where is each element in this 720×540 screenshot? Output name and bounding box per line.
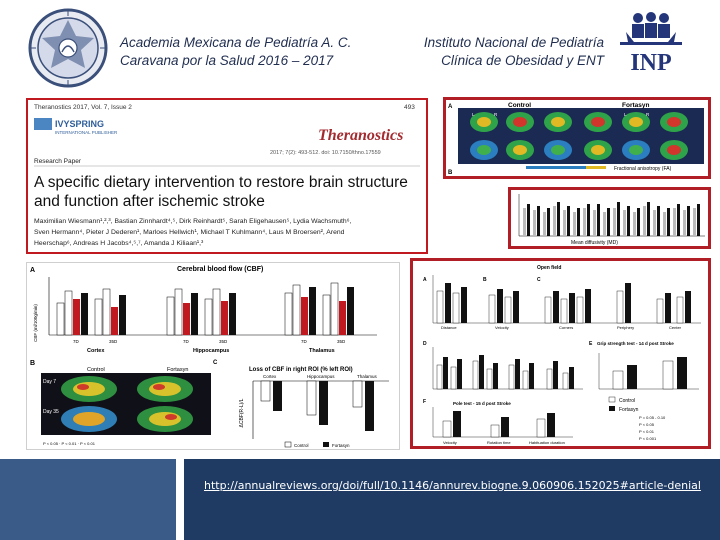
beh-panel-c: C [537,277,541,283]
header-left: Academia Mexicana de Pediatría A. C. Car… [120,34,351,70]
cbf-tp-3: 35D [219,339,228,344]
cbf-control-label: Control [87,367,105,373]
mri-fa-figure: A Control Fortasyn 7D 35D L R L R B Frac… [443,97,711,179]
journal-line: Theranostics 2017, Vol. 7, Issue 2 [34,104,132,111]
footer-left-block [0,459,176,540]
authors-line1: Maximilian Wiesmann¹,²,³, Bastian Zinnha… [34,218,351,225]
beh-row1-label-4: Center [669,325,682,330]
beh-panel-d: D [423,341,427,347]
cbf-tp-0: 7D [73,339,80,344]
loss-legend-control: Control [294,443,309,448]
beh-row1-label-0: Distance [441,325,457,330]
mri-lr-2: L [624,112,627,117]
md-xlabel: Mean diffusivity (MD) [571,240,618,246]
beh-sig-4: P < 0.001 [639,436,657,441]
clinic-name: Clínica de Obesidad y ENT [441,53,604,68]
cbf-panel-b: B [30,360,35,367]
behavior-figure: A B C Open field Distance Velocity Corne… [410,258,711,449]
cbf-title: Cerebral blood flow (CBF) [177,266,263,273]
article-type: Research Paper [34,158,82,165]
md-bar-figure: Mean diffusivity (MD) [508,187,711,249]
academia-emblem [26,6,110,90]
beh-panel-f: F [423,399,426,405]
program-name: Caravana por la Salud 2016 – 2017 [120,53,334,68]
cbf-ylabel: CBF (ml/100g/min) [33,304,38,342]
beh-legend-fortasyn: Fortasyn [619,407,639,413]
beh-sig-3: P < 0.01 [639,429,655,434]
footer-bar: http://annualreviews.org/doi/full/10.114… [0,459,720,540]
cbf-day35: Day 35 [43,409,59,415]
beh-row2-label-2: Habituation duration [529,440,565,445]
publisher-name: IVYSPRING [55,119,104,129]
beh-row2-label-1: Rotation time [487,440,511,445]
paper-screenshot: Theranostics 2017, Vol. 7, Issue 2 493 I… [26,98,428,254]
mri-row2: 35D [447,151,457,157]
loss-ylabel: ΔCBF(R-L)/L [239,398,245,427]
footer-divider [176,459,184,540]
header-right: Instituto Nacional de Pediatría Clínica … [398,34,604,70]
mri-lr-1: R [494,112,498,117]
beh-panel-a: A [423,277,427,283]
mri-control: Control [508,102,531,109]
mri-panel-b: B [448,170,453,176]
beh-panel-e: E [589,341,593,347]
page-number: 493 [404,104,415,111]
cbf-tp-4: 7D [301,339,308,344]
cbf-loss-title: Loss of CBF in right ROI (% left ROI) [249,367,353,373]
beh-open-field: Open field [537,265,561,271]
beh-pole-subtitle: Pole test - 15 d post Stroke [453,401,511,406]
cbf-panel-c: C [213,360,218,366]
mri-caption: Fractional anisotropy (FA) [614,166,672,172]
reference-link[interactable]: http://annualreviews.org/doi/full/10.114… [204,479,701,492]
mri-panel-a: A [448,104,453,110]
cbf-region-thalamus: Thalamus [309,348,335,354]
beh-row1-label-1: Velocity [495,325,509,330]
paper-title-line1: A specific dietary intervention to resto… [34,174,408,191]
citation: 2017; 7(2): 493-512. doi: 10.7150/thno.1… [270,150,381,156]
mri-row1: 7D [448,124,455,130]
mri-lr-3: R [646,112,650,117]
cbf-region-hippocampus: Hippocampus [193,348,229,354]
beh-sig-1: P = 0.05 - 0.10 [639,415,666,420]
authors-line3: Heerschap⁶, Andreas H Jacobs⁴,⁵,⁷, Amand… [34,240,204,247]
cbf-tp-1: 35D [109,339,118,344]
institute-name: Instituto Nacional de Pediatría [423,35,604,50]
inp-logo-text: INP [630,50,671,74]
beh-grip-subtitle: Grip strength test - 14 d post Stroke [597,341,674,346]
publisher-sub: INTERNATIONAL PUBLISHER [55,130,118,135]
paper-title-line2: and function after ischemic stroke [34,193,265,210]
beh-sig-2: P < 0.05 [639,422,655,427]
authors-line2: Sven Hermann⁴, Pieter J Dederen¹, Marloe… [34,229,345,236]
cbf-panel-a: A [30,267,35,274]
mri-lr-0: L [472,112,475,117]
loss-legend-fortasyn: Fortasyn [332,443,350,448]
cbf-figure: A Cerebral blood flow (CBF) CBF (ml/100g… [26,262,400,450]
cbf-tp-2: 7D [183,339,190,344]
cbf-day7: Day 7 [43,379,56,385]
loss-region-2: Thalamus [357,374,378,379]
cbf-pvalues: P < 0.05 · P < 0.01 · P < 0.01 [43,441,96,446]
beh-row1-label-3: Periphery [617,325,634,330]
beh-row1-label-2: Corners [559,325,573,330]
footer-main-block: http://annualreviews.org/doi/full/10.114… [184,459,720,540]
cbf-region-cortex: Cortex [87,348,105,354]
journal-logo: Theranostics [318,127,403,144]
mri-fortasyn: Fortasyn [622,102,649,109]
beh-legend-control: Control [619,398,635,404]
cbf-fortasyn-label: Fortasyn [167,367,188,373]
inp-logo: INP [616,12,686,76]
cbf-tp-5: 35D [337,339,346,344]
beh-panel-b: B [483,277,487,283]
beh-row2-label-0: Velocity [443,440,457,445]
academy-name: Academia Mexicana de Pediatría A. C. [120,35,352,50]
loss-region-0: Cortex [263,374,277,379]
loss-region-1: Hippocampus [307,374,335,379]
